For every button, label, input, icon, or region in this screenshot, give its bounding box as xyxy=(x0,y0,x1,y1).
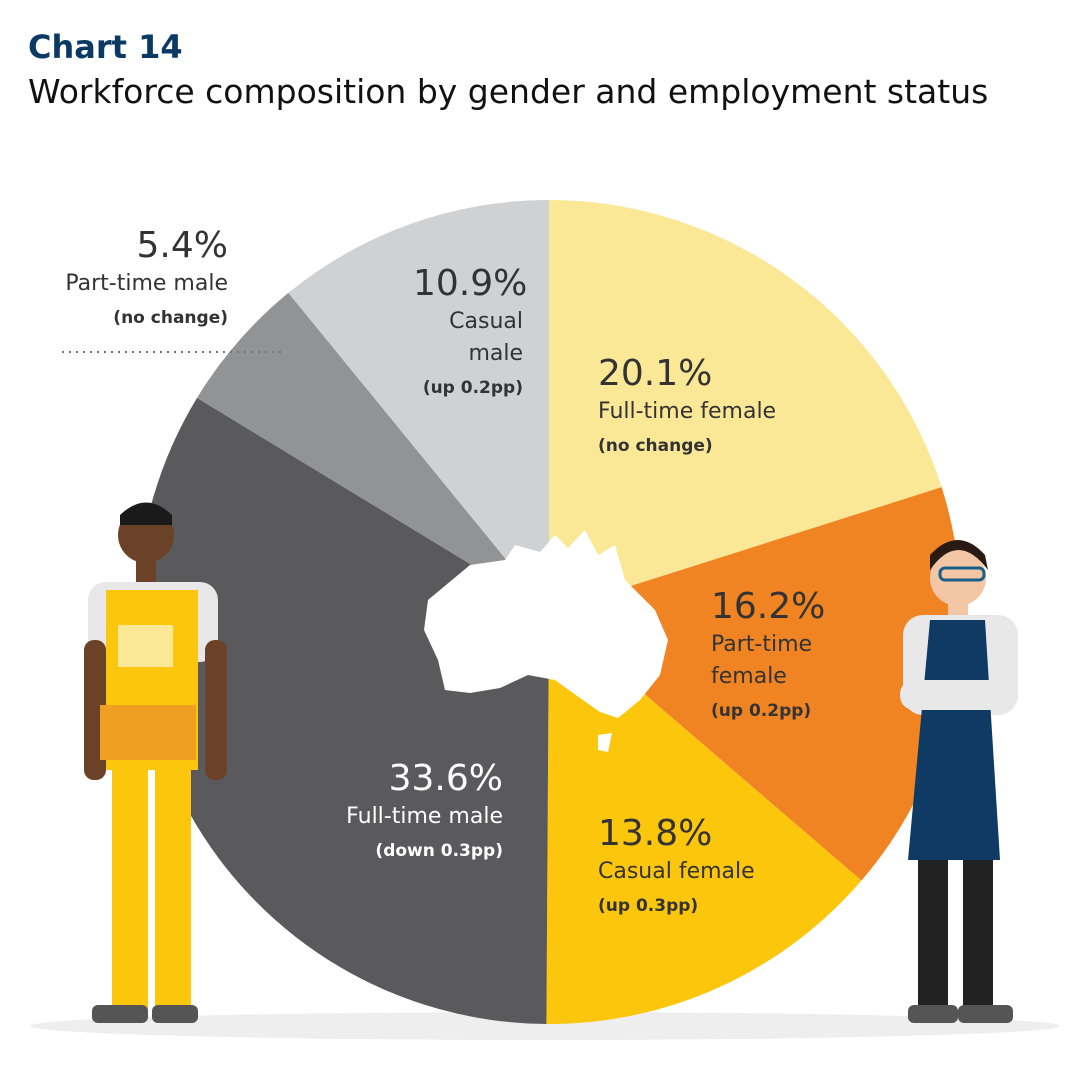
change-note: (up 0.2pp) xyxy=(422,378,523,398)
category-label: Casual female xyxy=(598,859,755,884)
male-worker xyxy=(84,502,227,1023)
category-label: Casual male xyxy=(449,309,523,366)
ground xyxy=(30,1012,1060,1040)
value-label: 16.2% xyxy=(711,586,826,627)
pie-slice xyxy=(549,200,942,612)
chart-subtitle: Workforce composition by gender and empl… xyxy=(28,72,989,111)
australia-map xyxy=(424,530,668,752)
value-label: 10.9% xyxy=(413,263,528,304)
pie-slice xyxy=(549,487,961,881)
category-label: Part-time male xyxy=(65,271,228,296)
change-note: (no change) xyxy=(113,308,228,328)
slice-label: 13.8% Casual female (up 0.3pp) xyxy=(598,812,898,924)
pie-slice xyxy=(137,397,549,1024)
change-note: (up 0.3pp) xyxy=(598,896,699,916)
category-label: Full-time female xyxy=(598,399,777,424)
pie-slice xyxy=(197,292,549,612)
slice-label: 33.6% Full-time male (down 0.3pp) xyxy=(203,757,503,869)
value-label: 20.1% xyxy=(598,353,713,394)
category-label: Full-time male xyxy=(346,804,503,829)
category-label: Part-time female xyxy=(711,632,813,689)
slice-label: 20.1% Full-time female (no change) xyxy=(598,352,898,464)
slice-label: 10.9% Casual male (up 0.2pp) xyxy=(413,262,528,406)
slice-label: 16.2% Part-time female (up 0.2pp) xyxy=(711,585,851,729)
value-label: 13.8% xyxy=(598,813,713,854)
pie xyxy=(137,200,961,1025)
pie-slice xyxy=(288,200,549,612)
pie-slice xyxy=(546,612,862,1025)
slice-label: 5.4% Part-time male (no change) xyxy=(0,224,228,336)
change-note: (down 0.3pp) xyxy=(375,841,503,861)
female-worker xyxy=(900,540,1018,1023)
value-label: 5.4% xyxy=(136,225,228,266)
change-note: (up 0.2pp) xyxy=(711,701,812,721)
chart-title: Chart 14 xyxy=(28,28,183,66)
value-label: 33.6% xyxy=(388,758,503,799)
change-note: (no change) xyxy=(598,436,713,456)
